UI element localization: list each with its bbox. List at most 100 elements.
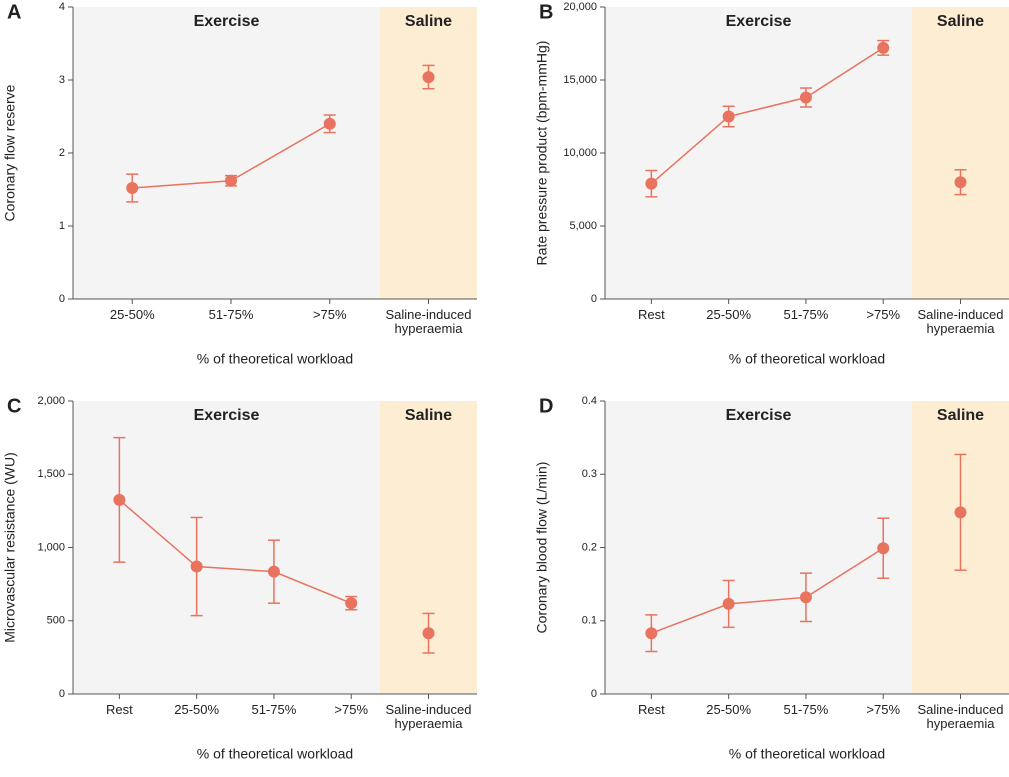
x-tick-label-text: 25-50% [174,703,220,717]
region-label: Exercise [194,407,260,424]
x-tick-label: 25-50% [706,703,752,717]
x-tick-label-text: 51-75% [251,703,297,717]
point [954,176,967,189]
point [645,627,658,640]
y-tick-label: 20,000 [563,1,597,13]
region [73,401,380,694]
panel-label: B [539,1,553,23]
x-tick-label-text: Rest [637,703,665,717]
x-tick-label-text: >75% [866,308,901,322]
y-tick-label: 2,000 [37,395,65,407]
y-tick-label: 0.2 [582,541,597,553]
x-axis-label: % of theoretical workload [197,746,353,762]
point [225,174,237,187]
x-tick-label: 51-75% [783,703,829,717]
point [345,597,358,610]
x-tick-label: >75% [312,308,347,322]
series-line [118,499,352,604]
x-tick-label-text: Saline-induced hyperaemia [917,703,1004,731]
panel-label: C [7,395,21,417]
point [645,177,658,190]
series-line [650,47,884,185]
region-label: Exercise [726,407,792,424]
y-tick-label: 500 [47,615,65,627]
point [799,91,812,104]
y-tick-label: 3 [59,74,65,86]
x-tick-label: 51-75% [208,308,254,322]
point [323,117,336,130]
region [73,7,380,299]
x-tick-label-text: 25-50% [109,308,155,322]
point [422,71,435,84]
region [605,401,912,694]
y-tick-label: 1,000 [37,541,65,553]
y-tick-label: 5,000 [569,220,597,232]
y-tick-label: 0 [591,293,597,305]
y-tick-label: 0 [591,688,597,700]
x-tick-label: Rest [637,308,665,322]
x-tick-label: 25-50% [109,308,155,322]
y-tick-label: 10,000 [563,147,597,159]
y-tick-label: 1,500 [37,468,65,480]
region [380,7,477,299]
x-tick-label-text: 51-75% [208,308,254,322]
x-tick-label-text: Saline-induced hyperaemia [385,703,472,731]
x-axis-label: % of theoretical workload [729,351,885,367]
point [722,110,735,123]
point [722,597,735,610]
y-tick-label: 0.3 [582,468,597,480]
x-tick-label-text: 25-50% [706,703,752,717]
region-label: Exercise [726,13,792,30]
panel-label: D [539,395,553,417]
x-tick-label: 25-50% [174,703,220,717]
x-tick-label-text: 51-75% [783,703,829,717]
x-tick-label: Saline-induced hyperaemia [917,703,1004,731]
x-tick-label: >75% [334,703,369,717]
y-tick-label: 4 [59,1,65,13]
point [422,627,435,640]
x-tick-label-text: Rest [637,308,665,322]
panel-label: A [7,1,21,23]
y-tick-label: 2 [59,147,65,159]
x-tick-label-text: Saline-induced hyperaemia [917,308,1004,336]
x-tick-label-text: Rest [105,703,133,717]
region-label: Saline [405,407,452,424]
x-tick-label: 51-75% [251,703,297,717]
x-axis-label: % of theoretical workload [197,351,353,367]
y-tick-label: 0.1 [582,615,597,627]
x-tick-label: Saline-induced hyperaemia [385,308,472,336]
y-axis-label: Coronary flow reserve [2,84,18,221]
series-line [651,547,884,634]
y-tick-label: 1 [59,220,65,232]
region-label: Saline [937,407,984,424]
point [877,41,890,54]
x-tick-label-text: >75% [312,308,347,322]
region-label: Saline [405,13,452,30]
y-tick-label: 15,000 [563,74,597,86]
point [126,182,139,195]
point [954,506,967,519]
x-tick-label-text: Saline-induced hyperaemia [385,308,472,336]
x-tick-label: >75% [866,308,901,322]
x-tick-label: Saline-induced hyperaemia [917,308,1004,336]
y-tick-label: 0 [59,688,65,700]
x-tick-label-text: >75% [866,703,901,717]
point [267,565,280,578]
x-tick-label: Rest [105,703,133,717]
point [799,591,812,604]
x-tick-label: 25-50% [706,308,752,322]
y-axis-label: Microvascular resistance (WU) [2,452,18,643]
y-axis-label: Coronary blood flow (L/min) [534,462,550,634]
x-tick-label: 51-75% [783,308,829,322]
x-axis-label: % of theoretical workload [729,746,885,762]
x-tick-label-text: >75% [334,703,369,717]
point [113,493,126,506]
x-tick-label: Rest [637,703,665,717]
x-tick-label-text: 51-75% [783,308,829,322]
region [912,7,1009,299]
y-tick-label: 0.4 [582,395,597,407]
x-tick-label-text: 25-50% [706,308,752,322]
x-tick-label: >75% [866,703,901,717]
